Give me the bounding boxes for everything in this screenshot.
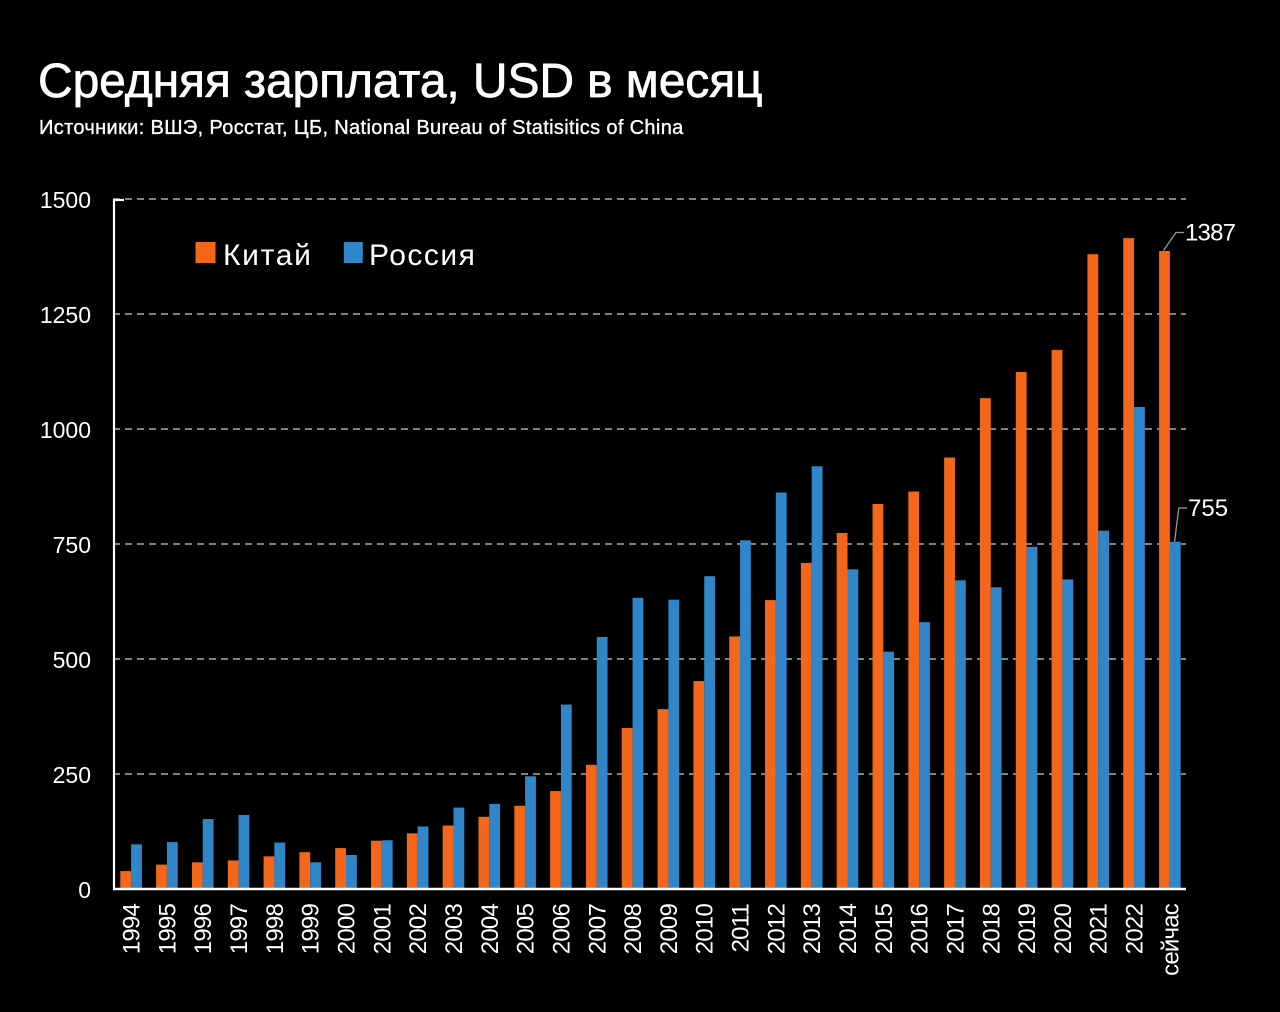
svg-text:Россия: Россия [369, 239, 476, 272]
svg-text:2017: 2017 [942, 904, 969, 955]
svg-text:0: 0 [78, 877, 91, 903]
svg-text:1000: 1000 [40, 417, 91, 443]
svg-text:2001: 2001 [369, 904, 396, 955]
svg-text:2008: 2008 [620, 904, 647, 955]
svg-text:2000: 2000 [334, 904, 361, 955]
svg-text:1997: 1997 [226, 904, 253, 955]
svg-text:2004: 2004 [477, 904, 504, 955]
svg-text:1387: 1387 [1185, 220, 1236, 247]
svg-text:2012: 2012 [763, 904, 790, 955]
svg-text:2018: 2018 [978, 904, 1005, 955]
svg-text:2013: 2013 [799, 904, 826, 955]
svg-text:2006: 2006 [548, 904, 575, 955]
svg-text:500: 500 [53, 647, 91, 673]
svg-text:2015: 2015 [871, 904, 898, 955]
svg-text:2014: 2014 [835, 904, 862, 955]
svg-text:Средняя зарплата, USD в месяц: Средняя зарплата, USD в месяц [38, 55, 762, 108]
svg-text:2007: 2007 [584, 904, 611, 955]
svg-text:2019: 2019 [1014, 904, 1041, 955]
svg-text:2009: 2009 [656, 904, 683, 955]
svg-text:2003: 2003 [441, 904, 468, 955]
svg-text:2002: 2002 [405, 904, 432, 955]
svg-text:1500: 1500 [40, 187, 91, 213]
svg-text:2016: 2016 [907, 904, 934, 955]
svg-text:2022: 2022 [1122, 904, 1149, 955]
svg-text:Китай: Китай [223, 239, 313, 272]
svg-text:2011: 2011 [728, 904, 755, 953]
svg-text:2010: 2010 [692, 904, 719, 955]
svg-text:сейчас: сейчас [1157, 903, 1184, 976]
svg-text:1996: 1996 [190, 904, 217, 955]
svg-text:1250: 1250 [40, 302, 91, 328]
svg-text:2020: 2020 [1050, 904, 1077, 955]
svg-text:1999: 1999 [298, 904, 325, 955]
svg-text:1995: 1995 [154, 904, 181, 955]
svg-text:1998: 1998 [262, 904, 289, 955]
svg-text:250: 250 [53, 762, 91, 788]
svg-text:Источники: ВШЭ, Росстат, ЦБ, N: Источники: ВШЭ, Росстат, ЦБ, National Bu… [39, 117, 684, 139]
svg-text:1994: 1994 [119, 904, 146, 955]
svg-text:2021: 2021 [1086, 904, 1113, 955]
svg-text:750: 750 [53, 532, 91, 558]
svg-text:755: 755 [1188, 495, 1228, 522]
svg-text:2005: 2005 [513, 904, 540, 955]
